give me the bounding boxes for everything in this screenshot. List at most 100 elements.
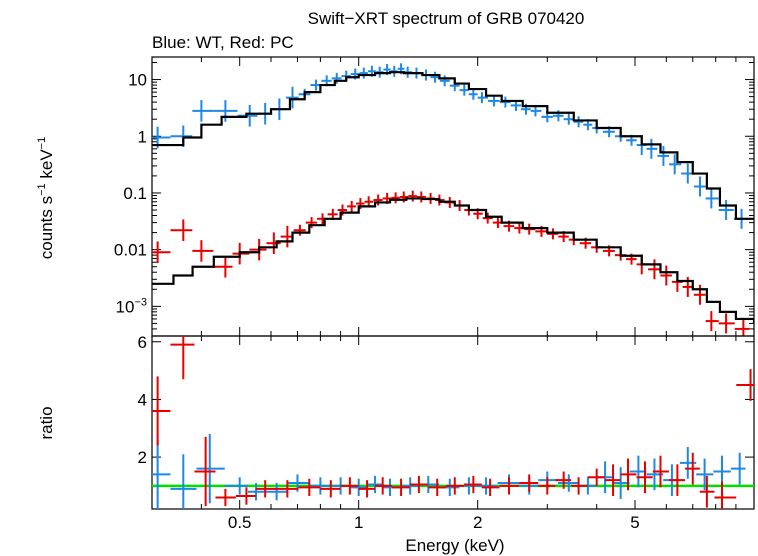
pc-model-curve bbox=[152, 197, 754, 324]
pc-data-point bbox=[249, 238, 267, 261]
pc-data-point bbox=[276, 480, 299, 498]
pc-data-point bbox=[170, 336, 195, 380]
pc-data-point bbox=[604, 464, 621, 497]
wt-data-point bbox=[213, 100, 238, 122]
pc-data-point bbox=[648, 259, 661, 280]
pc-data-point bbox=[620, 458, 637, 491]
pc-data-point bbox=[499, 477, 520, 495]
pc-data-point bbox=[373, 194, 383, 206]
wt-data-point bbox=[152, 439, 171, 509]
pc-data-point bbox=[194, 436, 216, 507]
ylabel-kev: keV bbox=[37, 149, 56, 184]
pc-data-point bbox=[417, 191, 426, 203]
wt-data-point bbox=[487, 95, 500, 107]
wt-data-point bbox=[459, 84, 469, 96]
wt-data-point bbox=[439, 75, 450, 87]
pc-data-point bbox=[428, 478, 446, 497]
wt-data-point bbox=[224, 477, 248, 495]
pc-data-point bbox=[235, 487, 256, 505]
wt-data-point bbox=[558, 474, 579, 492]
pc-data-point bbox=[192, 240, 214, 262]
pc-data-point bbox=[736, 369, 754, 401]
pc-data-point bbox=[170, 219, 193, 242]
wt-data-point bbox=[646, 138, 658, 159]
wt-data-point bbox=[170, 454, 197, 509]
pc-data-point bbox=[409, 475, 429, 494]
pc-data-point bbox=[347, 200, 357, 212]
wt-data-point bbox=[400, 477, 420, 495]
pc-data-point bbox=[685, 452, 700, 485]
spectrum-y-tick-label: 0.01 bbox=[114, 241, 147, 260]
spectrum-data bbox=[152, 63, 754, 336]
wt-data-point bbox=[170, 125, 193, 148]
wt-data-point bbox=[573, 116, 584, 128]
wt-model-curve bbox=[152, 71, 754, 220]
pc-data-point bbox=[232, 242, 250, 265]
spectrum-y-tick-label: 0.1 bbox=[123, 184, 147, 203]
ratio-y-tick-label: 4 bbox=[138, 390, 147, 409]
spectrum-frame bbox=[151, 56, 755, 337]
pc-data-point bbox=[266, 232, 281, 254]
wt-data-point bbox=[705, 188, 719, 209]
wt-data-point bbox=[331, 72, 342, 84]
spectrum-y-tick-label: 1 bbox=[138, 127, 147, 146]
pc-data-point bbox=[374, 477, 392, 495]
y-tick-base: 10 bbox=[116, 297, 135, 316]
ratio-data bbox=[152, 336, 754, 509]
pc-data-point bbox=[337, 204, 348, 216]
pc-data-point bbox=[482, 212, 493, 224]
pc-data-point bbox=[358, 480, 375, 498]
pc-data-point bbox=[215, 488, 236, 507]
pc-data-point bbox=[255, 480, 277, 498]
spectrum-y-tick-label: 10−3 bbox=[116, 296, 147, 316]
wt-data-point bbox=[612, 467, 630, 499]
ylabel-counts-exponent: −1 bbox=[36, 183, 48, 196]
pc-data-point bbox=[464, 475, 482, 494]
wt-data-point bbox=[247, 483, 267, 501]
wt-data-point bbox=[718, 200, 734, 221]
y-tick-exponent: −3 bbox=[134, 296, 147, 308]
wt-data-point bbox=[730, 452, 746, 485]
wt-data-point bbox=[308, 477, 331, 495]
pc-data-point bbox=[152, 376, 171, 446]
pc-data-point bbox=[481, 478, 500, 497]
wt-data-point bbox=[285, 86, 299, 109]
pc-data-point bbox=[636, 461, 653, 494]
x-axis-label: Energy (keV) bbox=[405, 536, 504, 555]
x-tick-label: 1 bbox=[354, 513, 363, 532]
wt-data-point bbox=[477, 477, 498, 495]
pc-data-point bbox=[705, 311, 719, 332]
pc-data-point bbox=[305, 217, 318, 229]
wt-data-point bbox=[266, 483, 288, 501]
pc-data-point bbox=[660, 265, 672, 286]
ratio-frame bbox=[151, 335, 755, 510]
pc-data-point bbox=[718, 313, 735, 334]
pc-data-point bbox=[652, 455, 669, 488]
wt-data-point bbox=[696, 458, 714, 491]
pc-data-point bbox=[152, 241, 171, 264]
x-tick-label: 2 bbox=[473, 513, 482, 532]
chart-subtitle: Blue: WT, Red: PC bbox=[152, 33, 294, 52]
pc-data-point bbox=[519, 474, 539, 492]
wt-data-point bbox=[192, 100, 214, 122]
y-axis-label-spectrum: counts s−1 keV−1 bbox=[36, 137, 56, 259]
pc-data-point bbox=[391, 192, 400, 204]
spectrum-y-tick-label: 10 bbox=[128, 71, 147, 90]
wt-data-point bbox=[669, 154, 682, 175]
pc-data-point bbox=[445, 477, 465, 495]
pc-data-point bbox=[320, 480, 341, 498]
pc-data-point bbox=[213, 255, 233, 278]
ylabel-counts: counts s bbox=[37, 196, 56, 259]
pc-data-point bbox=[340, 477, 359, 495]
pc-data-point bbox=[555, 471, 572, 489]
wt-data-point bbox=[366, 475, 383, 494]
pc-data-point bbox=[293, 224, 306, 236]
pc-data-point bbox=[571, 477, 588, 495]
wt-data-point bbox=[468, 88, 478, 100]
pc-data-point bbox=[699, 475, 715, 508]
wt-data-point bbox=[196, 434, 225, 504]
x-tick-label: 0.5 bbox=[228, 513, 252, 532]
wt-data-point bbox=[359, 67, 368, 79]
